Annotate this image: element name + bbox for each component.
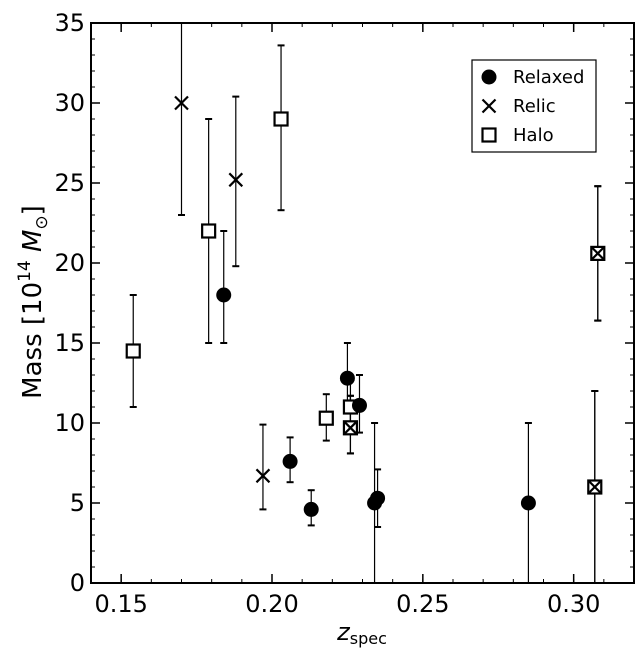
x-tick-label-2: 0.25 — [396, 590, 449, 618]
legend-label-relaxed: Relaxed — [513, 67, 584, 88]
data-point-relaxed-6 — [370, 490, 386, 506]
data-point-relic-0 — [174, 95, 189, 111]
data-point-halo-0 — [125, 343, 141, 359]
data-point-relaxed-0 — [216, 287, 232, 303]
error-bar-1-0 — [178, 23, 185, 216]
error-bar-1-1 — [232, 95, 240, 268]
legend-marker-halo — [481, 127, 497, 143]
legend-marker-relaxed — [481, 69, 497, 85]
error-bar-2-2 — [277, 44, 285, 212]
x-axis-label: zspec — [336, 618, 387, 648]
axes: 0.15 0.20 0.25 0.30 0 5 10 15 20 25 30 35 — [54, 9, 635, 618]
y-axis-label: Mass [1014 M⊙] — [15, 205, 52, 399]
y-tick-label-7: 35 — [54, 9, 85, 37]
data-point-relaxed-1 — [282, 453, 298, 469]
data-point-relic-1 — [228, 172, 244, 188]
data-point-halo-1 — [201, 223, 217, 239]
plot-area — [125, 23, 606, 583]
y-tick-label-4: 20 — [54, 249, 85, 277]
y-tick-label-1: 5 — [70, 489, 85, 517]
legend-label-halo: Halo — [513, 125, 554, 146]
data-point-relaxed-2 — [303, 501, 319, 517]
data-point-halo-6 — [590, 245, 606, 261]
legend-label-relic: Relic — [513, 96, 556, 117]
data-point-relaxed-3 — [339, 370, 355, 386]
data-point-relic-3 — [343, 420, 358, 436]
y-tick-label-3: 15 — [54, 329, 85, 357]
y-tick-label-2: 10 — [54, 409, 85, 437]
data-point-relic-5 — [587, 479, 603, 495]
y-tick-label-5: 25 — [54, 169, 85, 197]
x-tick-label-1: 0.20 — [245, 590, 298, 618]
x-tick-label-3: 0.30 — [547, 590, 600, 618]
data-point-relic-2 — [255, 468, 271, 484]
error-bar-0-0 — [220, 230, 228, 344]
legend: Relaxed Relic Halo — [471, 59, 597, 153]
data-point-halo-2 — [273, 111, 289, 127]
y-tick-label-0: 0 — [70, 569, 85, 597]
y-tick-label-6: 30 — [54, 89, 85, 117]
data-point-halo-3 — [318, 410, 334, 426]
legend-marker-relic — [481, 98, 497, 114]
data-point-relaxed-4 — [351, 397, 367, 413]
data-point-relaxed-7 — [520, 495, 536, 511]
data-point-relic-4 — [590, 246, 606, 261]
data-point-halo-7 — [587, 479, 603, 495]
data-point-halo-5 — [342, 420, 359, 436]
x-tick-label-0: 0.15 — [94, 590, 147, 618]
error-bar-1-2 — [259, 423, 267, 511]
